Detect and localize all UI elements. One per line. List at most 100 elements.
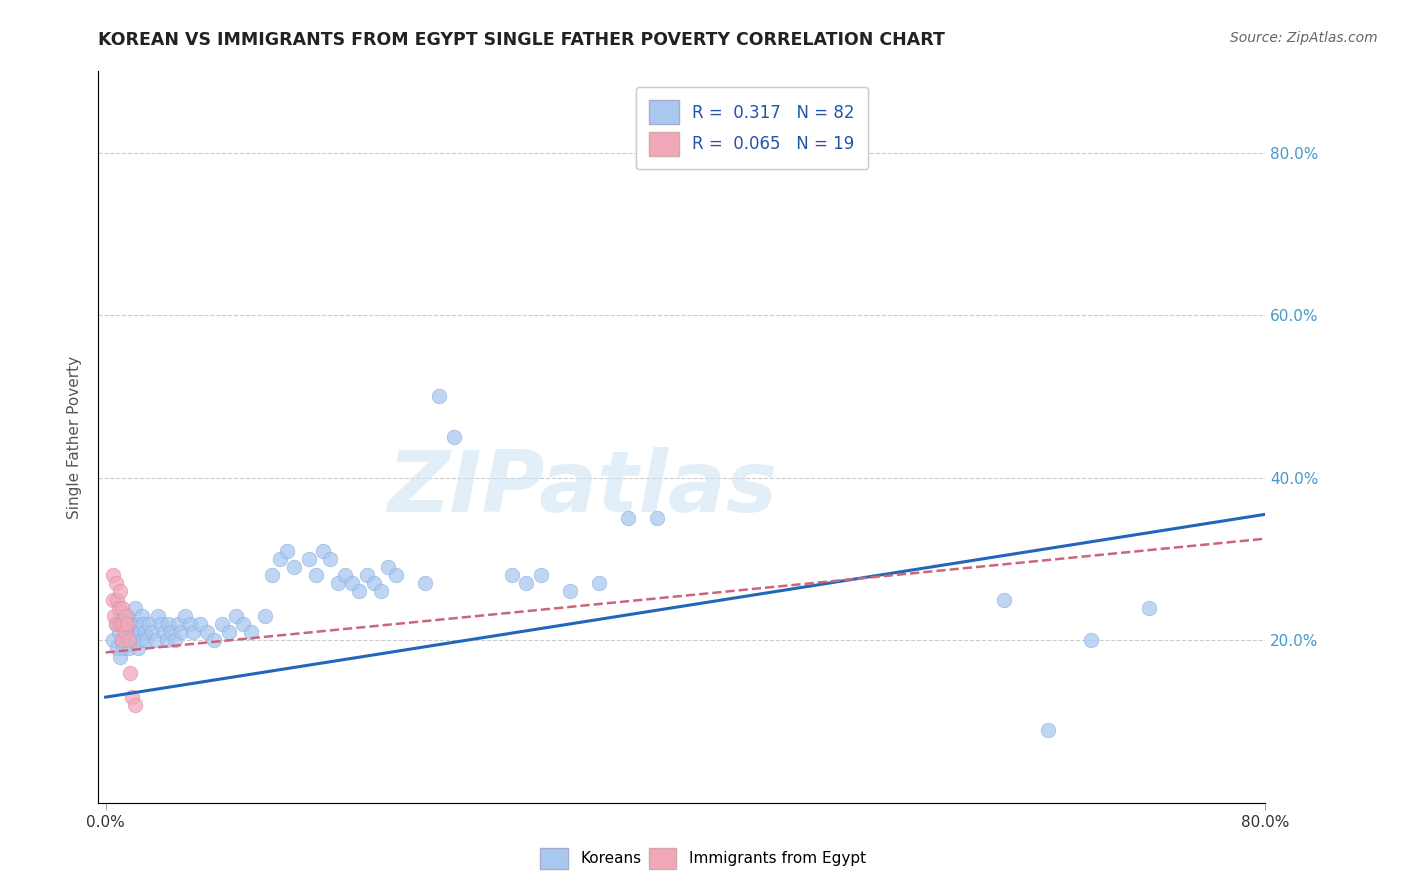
Point bbox=[129, 625, 152, 640]
Point bbox=[319, 552, 342, 566]
Point bbox=[118, 633, 141, 648]
Point bbox=[112, 641, 135, 656]
Point bbox=[283, 560, 305, 574]
Point bbox=[115, 625, 138, 640]
Point bbox=[101, 592, 124, 607]
Point bbox=[124, 625, 146, 640]
Point bbox=[156, 617, 179, 632]
Point bbox=[363, 576, 385, 591]
Point bbox=[141, 625, 163, 640]
Point bbox=[645, 511, 668, 525]
Point bbox=[145, 633, 167, 648]
Point bbox=[101, 633, 124, 648]
Point bbox=[413, 576, 436, 591]
Point bbox=[305, 568, 328, 582]
Y-axis label: Single Father Poverty: Single Father Poverty bbox=[67, 356, 83, 518]
Point bbox=[121, 690, 143, 705]
Point bbox=[276, 544, 298, 558]
Point bbox=[149, 617, 172, 632]
Point bbox=[103, 608, 125, 623]
Point bbox=[117, 633, 139, 648]
Point bbox=[108, 608, 131, 623]
Point bbox=[202, 633, 225, 648]
Point bbox=[146, 608, 169, 623]
Point bbox=[232, 617, 254, 632]
Point bbox=[356, 568, 378, 582]
Point bbox=[108, 649, 131, 664]
Point bbox=[118, 641, 141, 656]
Point bbox=[529, 568, 551, 582]
Point bbox=[128, 617, 150, 632]
Point bbox=[160, 625, 183, 640]
Point bbox=[120, 617, 142, 632]
Point bbox=[1080, 633, 1102, 648]
Point bbox=[104, 617, 127, 632]
Point bbox=[349, 584, 371, 599]
Point bbox=[110, 600, 132, 615]
Point bbox=[179, 617, 201, 632]
Point bbox=[993, 592, 1015, 607]
Point bbox=[377, 560, 399, 574]
Point bbox=[108, 617, 131, 632]
Point bbox=[225, 608, 247, 623]
Point bbox=[114, 625, 136, 640]
Text: ZIPatlas: ZIPatlas bbox=[388, 447, 778, 530]
Point bbox=[1036, 723, 1059, 737]
Point bbox=[125, 633, 148, 648]
Point bbox=[152, 625, 174, 640]
Point bbox=[120, 665, 142, 680]
Point bbox=[501, 568, 523, 582]
Point bbox=[195, 625, 218, 640]
Point bbox=[101, 568, 124, 582]
Point bbox=[167, 617, 190, 632]
Point bbox=[188, 617, 211, 632]
Point bbox=[108, 584, 131, 599]
Point bbox=[165, 633, 187, 648]
Point bbox=[427, 389, 450, 403]
Point bbox=[105, 641, 128, 656]
Point bbox=[138, 617, 160, 632]
Legend: R =  0.317   N = 82, R =  0.065   N = 19: R = 0.317 N = 82, R = 0.065 N = 19 bbox=[636, 87, 868, 169]
Point bbox=[170, 625, 193, 640]
Point bbox=[110, 633, 132, 648]
Point bbox=[121, 625, 143, 640]
Point bbox=[105, 592, 128, 607]
Point bbox=[370, 584, 392, 599]
Point bbox=[181, 625, 204, 640]
Point bbox=[104, 617, 127, 632]
Legend: Koreans, Immigrants from Egypt: Koreans, Immigrants from Egypt bbox=[534, 841, 872, 875]
Point bbox=[107, 625, 129, 640]
Point bbox=[131, 633, 153, 648]
Point bbox=[218, 625, 240, 640]
Point bbox=[211, 617, 233, 632]
Point bbox=[112, 617, 135, 632]
Point bbox=[131, 608, 153, 623]
Point bbox=[340, 576, 363, 591]
Point bbox=[333, 568, 356, 582]
Text: KOREAN VS IMMIGRANTS FROM EGYPT SINGLE FATHER POVERTY CORRELATION CHART: KOREAN VS IMMIGRANTS FROM EGYPT SINGLE F… bbox=[98, 31, 945, 49]
Point bbox=[262, 568, 284, 582]
Point bbox=[1139, 600, 1161, 615]
Point bbox=[114, 617, 136, 632]
Point bbox=[254, 608, 277, 623]
Point bbox=[298, 552, 321, 566]
Point bbox=[107, 600, 129, 615]
Point bbox=[326, 576, 349, 591]
Point bbox=[239, 625, 262, 640]
Point bbox=[134, 625, 156, 640]
Point bbox=[110, 633, 132, 648]
Point bbox=[117, 608, 139, 623]
Point bbox=[124, 600, 146, 615]
Point bbox=[174, 608, 197, 623]
Point bbox=[155, 633, 177, 648]
Point bbox=[515, 576, 537, 591]
Point bbox=[124, 698, 146, 713]
Text: Source: ZipAtlas.com: Source: ZipAtlas.com bbox=[1230, 31, 1378, 45]
Point bbox=[384, 568, 406, 582]
Point bbox=[443, 430, 465, 444]
Point bbox=[588, 576, 610, 591]
Point bbox=[269, 552, 291, 566]
Point bbox=[127, 641, 149, 656]
Point bbox=[115, 608, 138, 623]
Point bbox=[312, 544, 335, 558]
